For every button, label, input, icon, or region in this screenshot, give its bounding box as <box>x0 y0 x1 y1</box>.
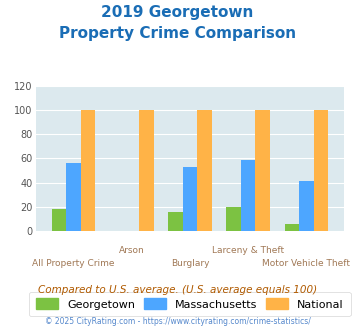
Text: Motor Vehicle Theft: Motor Vehicle Theft <box>262 259 350 268</box>
Bar <box>241 160 256 231</box>
Bar <box>81 110 95 231</box>
Text: © 2025 CityRating.com - https://www.cityrating.com/crime-statistics/: © 2025 CityRating.com - https://www.city… <box>45 317 310 326</box>
Bar <box>66 163 81 231</box>
Bar <box>285 224 299 231</box>
Bar <box>139 110 153 231</box>
Text: Larceny & Theft: Larceny & Theft <box>212 246 284 255</box>
Text: All Property Crime: All Property Crime <box>32 259 115 268</box>
Legend: Georgetown, Massachusetts, National: Georgetown, Massachusetts, National <box>29 292 351 316</box>
Bar <box>182 167 197 231</box>
Bar <box>299 182 314 231</box>
Bar <box>197 110 212 231</box>
Bar <box>51 209 66 231</box>
Bar <box>256 110 270 231</box>
Bar <box>226 207 241 231</box>
Bar <box>168 212 182 231</box>
Bar <box>314 110 328 231</box>
Text: Property Crime Comparison: Property Crime Comparison <box>59 26 296 41</box>
Text: Arson: Arson <box>119 246 144 255</box>
Text: Burglary: Burglary <box>171 259 209 268</box>
Text: Compared to U.S. average. (U.S. average equals 100): Compared to U.S. average. (U.S. average … <box>38 285 317 295</box>
Text: 2019 Georgetown: 2019 Georgetown <box>101 5 254 20</box>
